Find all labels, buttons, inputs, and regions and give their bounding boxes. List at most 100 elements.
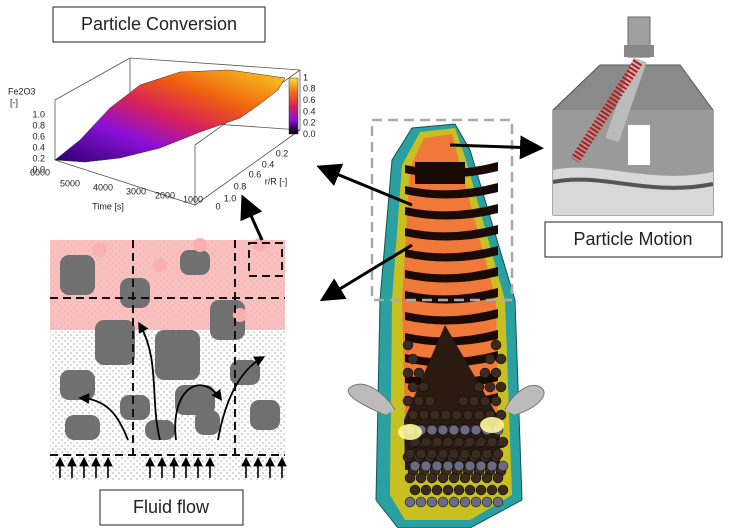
particle bbox=[95, 320, 135, 365]
pellet bbox=[421, 437, 431, 447]
pellet bbox=[405, 449, 415, 459]
colorbar-tick-label: 0.0 bbox=[303, 129, 316, 139]
z-tick-label: 0.4 bbox=[32, 142, 45, 152]
time-tick-label: 3000 bbox=[126, 186, 146, 196]
pellet bbox=[471, 449, 481, 459]
surface bbox=[55, 70, 285, 162]
furnace bbox=[348, 120, 544, 528]
pellet bbox=[491, 340, 501, 350]
pellet bbox=[474, 410, 484, 420]
pellet bbox=[452, 410, 462, 420]
r-tick-label: 0.8 bbox=[234, 181, 247, 191]
time-tick-label: 0 bbox=[215, 201, 220, 211]
pellet bbox=[443, 461, 453, 471]
r-tick-label: 0.4 bbox=[262, 159, 275, 169]
particle bbox=[120, 395, 150, 420]
z-tick-label: 0.2 bbox=[32, 153, 45, 163]
pellet bbox=[410, 485, 420, 495]
pellet bbox=[449, 497, 459, 507]
colorbar-tick-label: 0.6 bbox=[303, 95, 316, 105]
pellet bbox=[414, 368, 424, 378]
pellet bbox=[443, 437, 453, 447]
pellet bbox=[449, 473, 459, 483]
pellet bbox=[454, 485, 464, 495]
pellet bbox=[465, 437, 475, 447]
pellet bbox=[469, 396, 479, 406]
pellet bbox=[432, 461, 442, 471]
pellet bbox=[498, 437, 508, 447]
pellet bbox=[496, 382, 506, 392]
pellet bbox=[491, 368, 501, 378]
pellet bbox=[405, 497, 415, 507]
pellet bbox=[498, 485, 508, 495]
pellet bbox=[410, 461, 420, 471]
particle bbox=[60, 255, 95, 295]
pellet bbox=[463, 410, 473, 420]
pellet bbox=[485, 354, 495, 364]
z-label: Fe2O3 bbox=[8, 86, 36, 96]
pellet bbox=[443, 485, 453, 495]
pellet bbox=[438, 473, 448, 483]
pellet bbox=[460, 449, 470, 459]
pellet bbox=[416, 449, 426, 459]
colorbar-tick-label: 0.4 bbox=[303, 106, 316, 116]
fluid-particle bbox=[153, 258, 167, 272]
pellet bbox=[482, 449, 492, 459]
pellet bbox=[465, 485, 475, 495]
pellet bbox=[493, 473, 503, 483]
pellet bbox=[476, 485, 486, 495]
particle bbox=[60, 370, 95, 400]
colorbar-tick-label: 0.2 bbox=[303, 118, 316, 128]
pellet bbox=[421, 461, 431, 471]
z-tick-label: 0.8 bbox=[32, 120, 45, 130]
pellet bbox=[403, 368, 413, 378]
panel-title: Fluid flow bbox=[133, 497, 210, 517]
fluid-particle bbox=[193, 238, 207, 252]
particle bbox=[180, 250, 210, 275]
pellet bbox=[487, 461, 497, 471]
time-tick-label: 1000 bbox=[183, 194, 203, 204]
pellet bbox=[482, 497, 492, 507]
pellet bbox=[485, 382, 495, 392]
z-tick-label: 1.0 bbox=[32, 109, 45, 119]
fluid-particle bbox=[93, 243, 107, 257]
time-label: Time [s] bbox=[92, 201, 124, 211]
colorbar bbox=[289, 78, 298, 134]
particle bbox=[195, 410, 220, 435]
pellet bbox=[476, 437, 486, 447]
r-tick-label: 0.6 bbox=[249, 169, 262, 179]
pellet bbox=[496, 354, 506, 364]
pellet bbox=[425, 396, 435, 406]
figure: Particle Conversion Fe2O3[-]1.00.80.60.4… bbox=[0, 0, 730, 528]
pellet bbox=[471, 497, 481, 507]
pellet bbox=[438, 449, 448, 459]
time-tick-label: 5000 bbox=[60, 178, 80, 188]
panel-title: Particle Conversion bbox=[81, 14, 237, 34]
particle bbox=[155, 330, 200, 380]
r-label: r/R [-] bbox=[265, 176, 288, 186]
particle bbox=[250, 400, 280, 430]
pellet bbox=[465, 461, 475, 471]
pellet bbox=[482, 473, 492, 483]
pellet bbox=[487, 485, 497, 495]
pellet bbox=[427, 497, 437, 507]
pellet bbox=[476, 461, 486, 471]
pellet bbox=[454, 437, 464, 447]
pellet bbox=[460, 473, 470, 483]
pellet bbox=[430, 410, 440, 420]
pellet bbox=[460, 497, 470, 507]
pellet bbox=[458, 396, 468, 406]
pellet bbox=[427, 473, 437, 483]
pellet bbox=[408, 382, 418, 392]
pellet bbox=[427, 425, 437, 435]
pellet bbox=[405, 473, 415, 483]
particle bbox=[65, 415, 100, 440]
pellet bbox=[408, 354, 418, 364]
pellet bbox=[403, 340, 413, 350]
pellet bbox=[408, 410, 418, 420]
pellet bbox=[474, 382, 484, 392]
pellet bbox=[421, 485, 431, 495]
z-tick-label: 0.6 bbox=[32, 131, 45, 141]
pellet bbox=[493, 497, 503, 507]
pellet bbox=[438, 497, 448, 507]
